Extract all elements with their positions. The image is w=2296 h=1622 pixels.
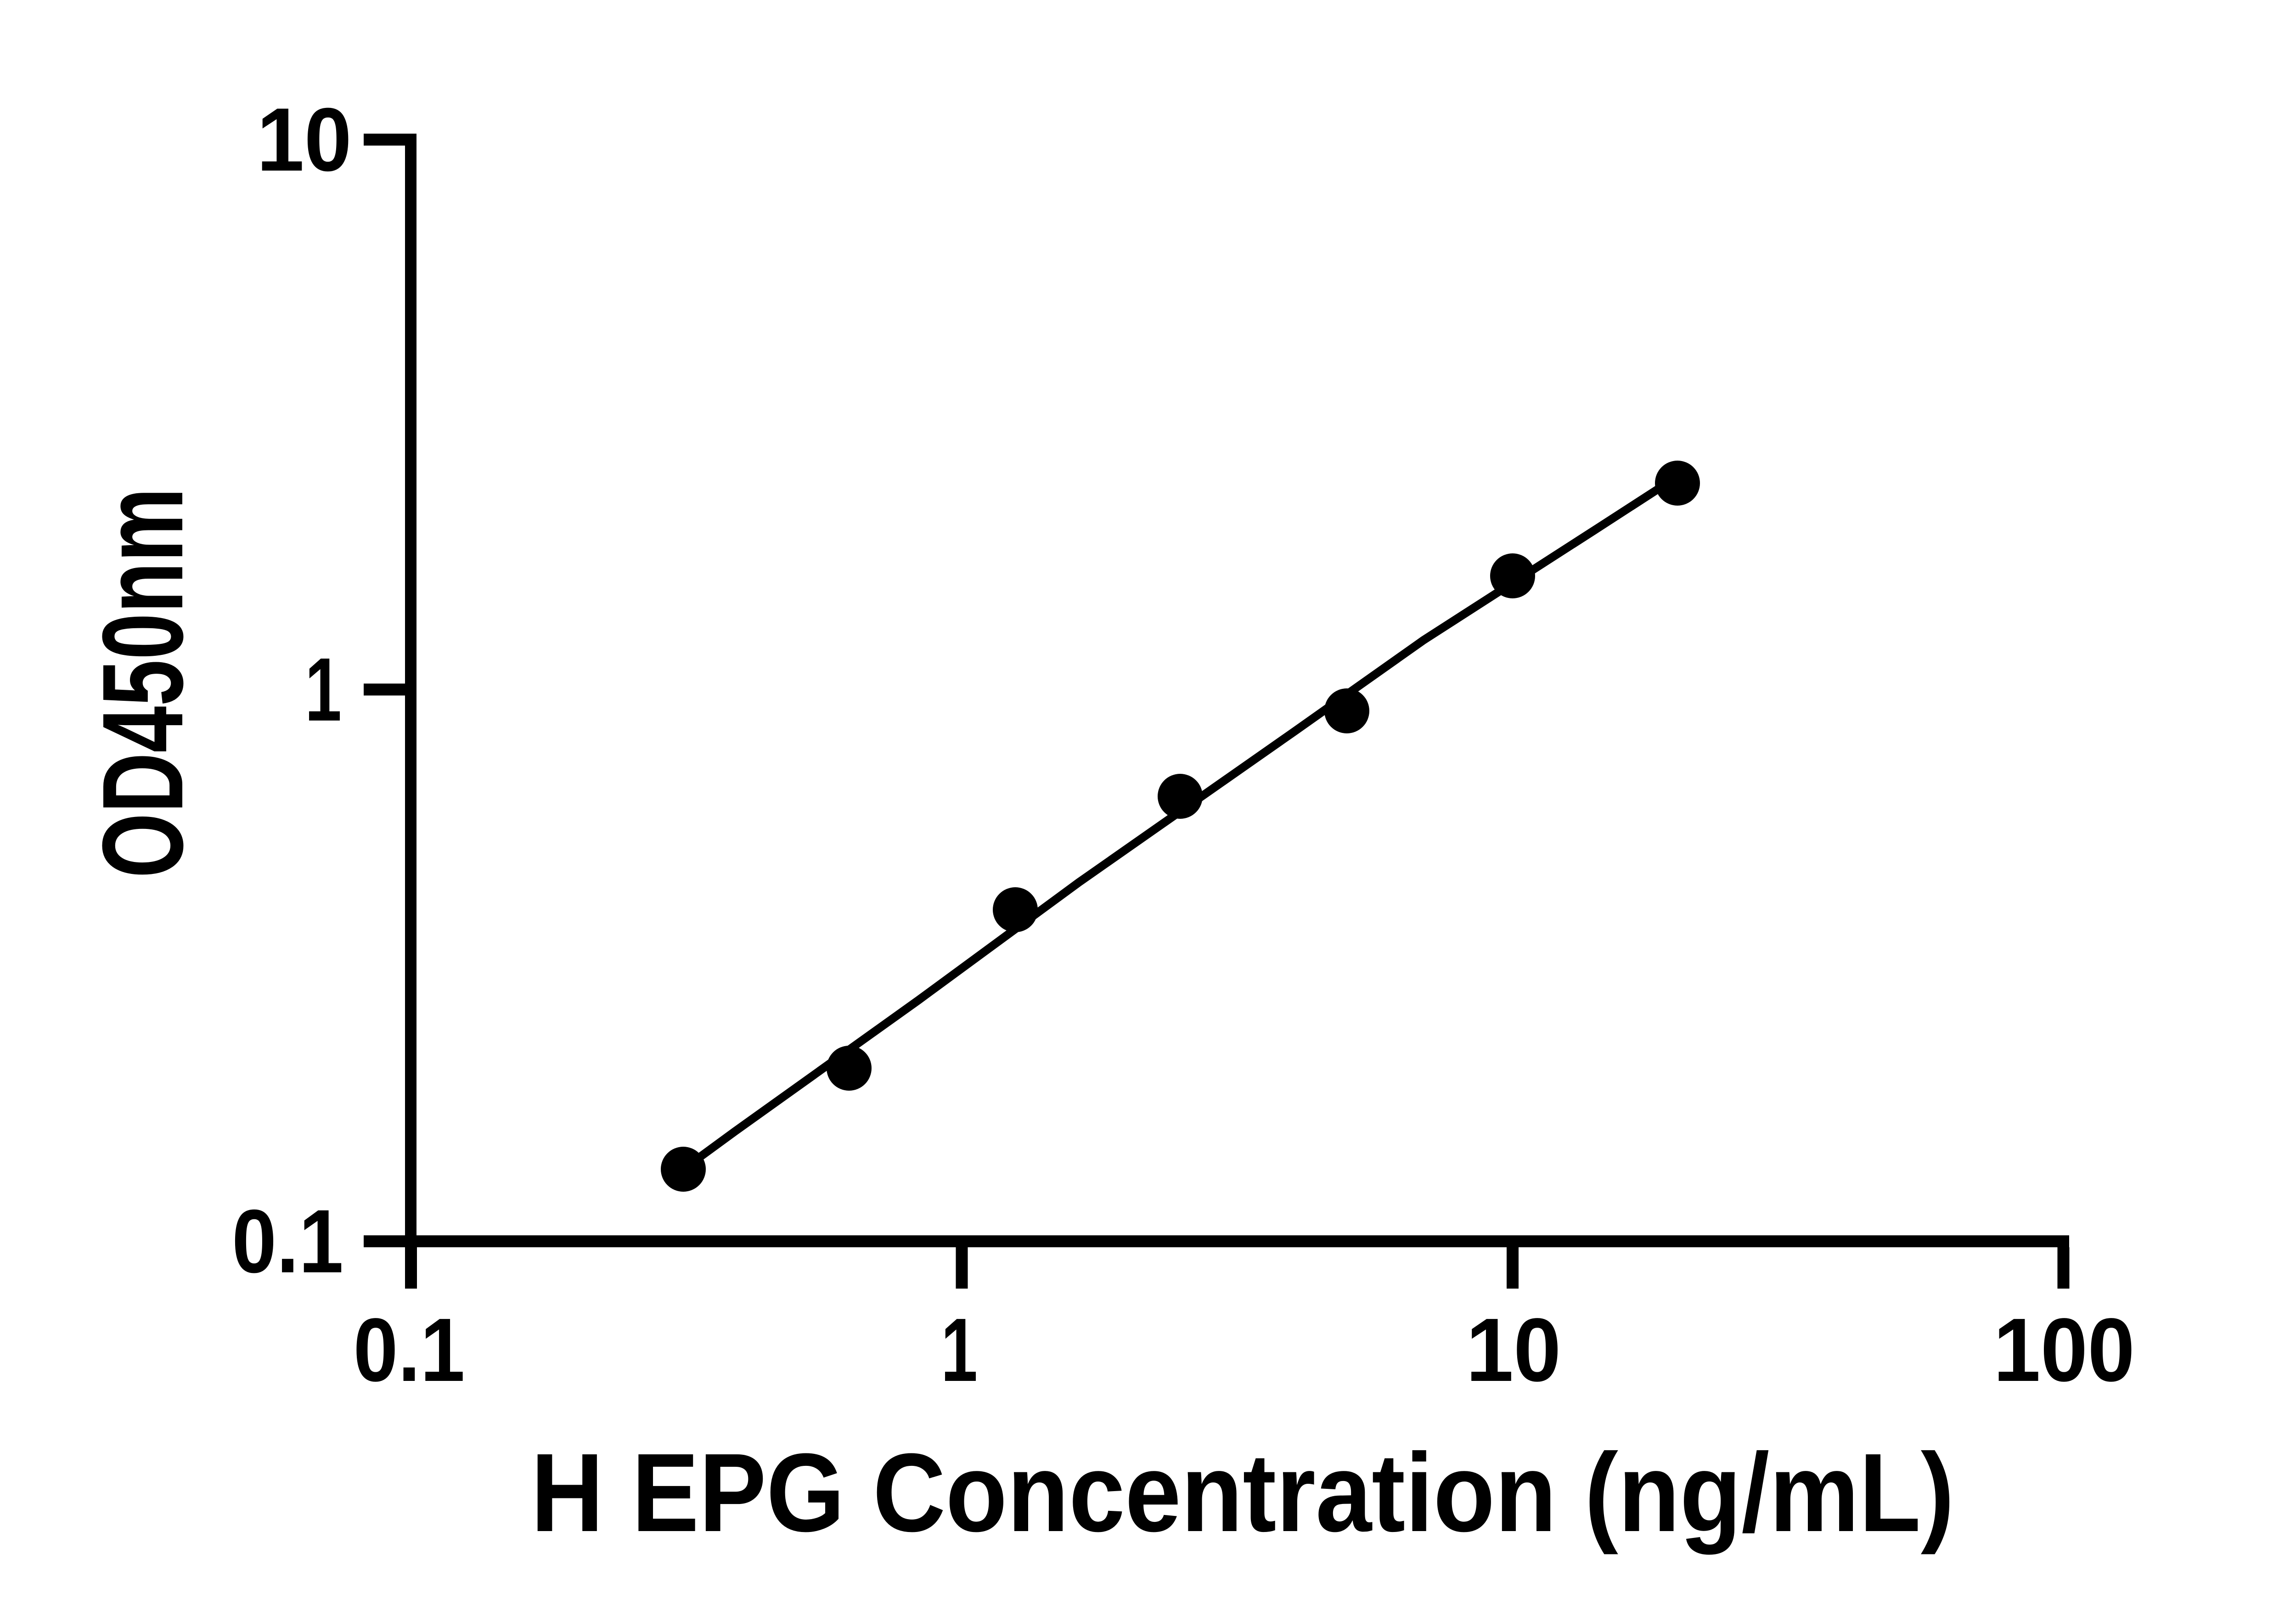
svg-text:10: 10 — [1466, 1300, 1561, 1400]
svg-text:1: 1 — [941, 1300, 978, 1400]
svg-text:OD450nm: OD450nm — [79, 488, 207, 878]
svg-text:0.1: 0.1 — [354, 1300, 465, 1400]
svg-text:H EPG Concentration (ng/mL): H EPG Concentration (ng/mL) — [531, 1431, 1954, 1555]
svg-text:0.1: 0.1 — [232, 1191, 343, 1292]
svg-text:100: 100 — [1993, 1300, 2135, 1400]
svg-text:1: 1 — [305, 639, 342, 740]
svg-text:10: 10 — [257, 90, 352, 190]
